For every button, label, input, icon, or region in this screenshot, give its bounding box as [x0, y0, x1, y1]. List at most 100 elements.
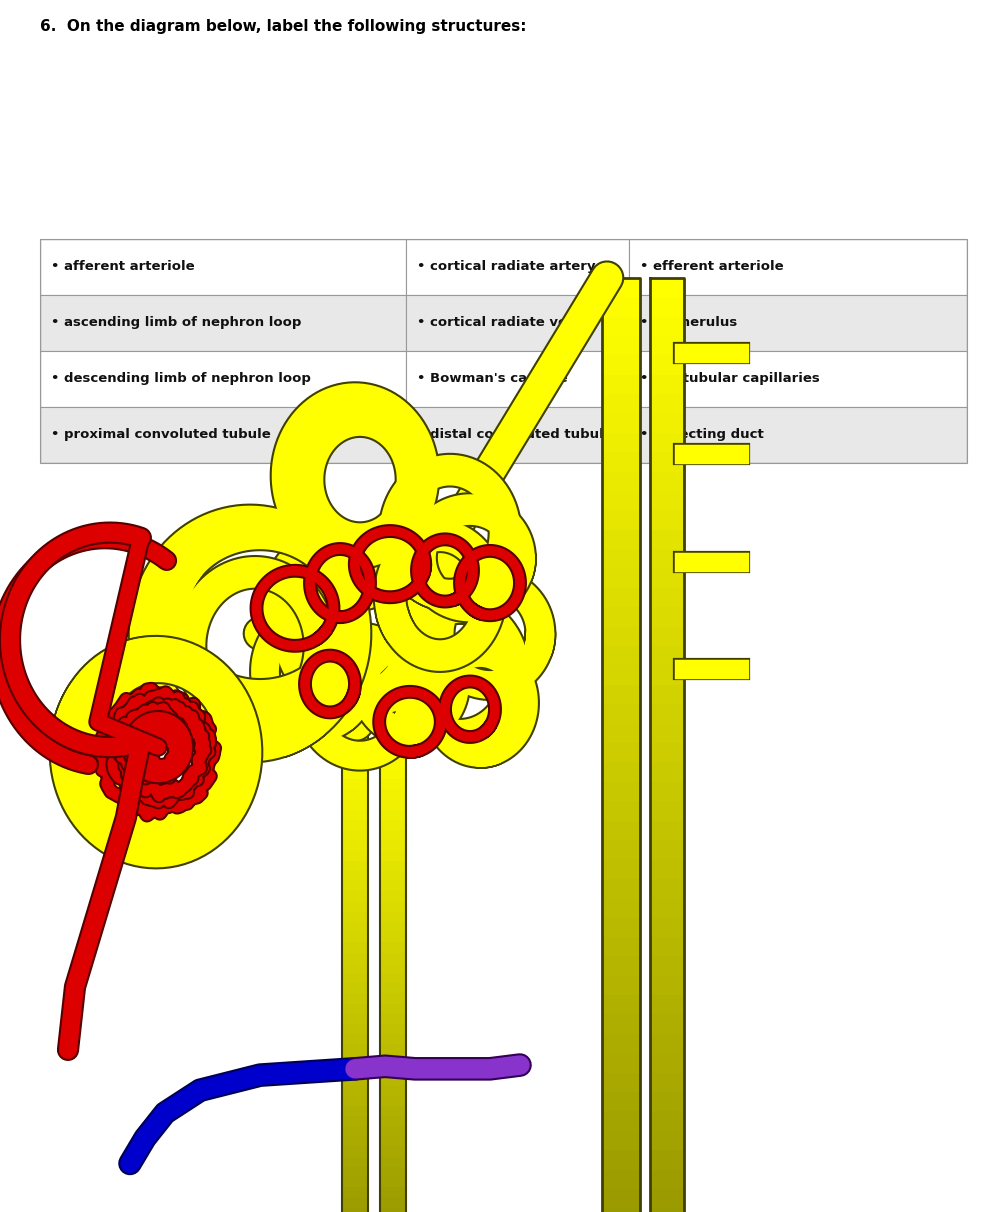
Bar [650, 607, 684, 627]
Bar [650, 1189, 684, 1208]
Bar [650, 1131, 684, 1150]
Bar [380, 830, 406, 840]
Bar [602, 394, 640, 413]
Bar [380, 1054, 406, 1064]
Bar [342, 1167, 368, 1177]
Bar [380, 840, 406, 851]
Bar [380, 911, 406, 922]
Bar [602, 530, 640, 549]
Bar [650, 801, 684, 821]
Text: 6.  On the diagram below, label the following structures:: 6. On the diagram below, label the follo… [40, 19, 526, 34]
Text: • ascending limb of nephron loop: • ascending limb of nephron loop [51, 316, 302, 330]
Bar [342, 891, 368, 902]
Bar [406, 407, 629, 463]
Bar [629, 350, 967, 407]
Bar [602, 1014, 640, 1034]
Bar [602, 1111, 640, 1131]
Bar [602, 491, 640, 510]
Bar [380, 1045, 406, 1054]
Bar [602, 1150, 640, 1170]
Bar [602, 1170, 640, 1189]
Bar [650, 879, 684, 898]
Bar [629, 407, 967, 463]
Bar [602, 917, 640, 937]
Bar [380, 821, 406, 830]
Text: • collecting duct: • collecting duct [640, 429, 764, 441]
Bar [650, 782, 684, 801]
Bar [602, 549, 640, 568]
Bar [602, 704, 640, 724]
Bar [342, 1096, 368, 1105]
Bar [380, 1004, 406, 1013]
Text: • cortical radiate artery: • cortical radiate artery [418, 261, 595, 273]
Bar [629, 295, 967, 350]
Bar [650, 1092, 684, 1111]
Bar [650, 433, 684, 452]
Bar [380, 902, 406, 911]
Bar [342, 800, 368, 810]
Bar [650, 1034, 684, 1053]
Bar [40, 407, 406, 463]
Bar [380, 861, 406, 871]
Bar [342, 1156, 368, 1167]
Bar [342, 1034, 368, 1045]
Bar [650, 627, 684, 646]
Bar [602, 471, 640, 491]
Bar [342, 1045, 368, 1054]
Bar [380, 759, 406, 768]
Bar [380, 800, 406, 810]
Bar [602, 995, 640, 1014]
Bar [342, 881, 368, 891]
Bar [602, 278, 640, 297]
Bar [602, 627, 640, 646]
Bar [380, 953, 406, 962]
Text: • efferent arteriole: • efferent arteriole [640, 261, 784, 273]
Bar [650, 491, 684, 510]
Bar [602, 801, 640, 821]
Bar [342, 943, 368, 953]
Bar [380, 983, 406, 994]
Bar [650, 976, 684, 995]
Bar [602, 859, 640, 879]
Bar [380, 922, 406, 932]
Bar [602, 665, 640, 685]
Bar [602, 1073, 640, 1092]
Bar [650, 704, 684, 724]
Bar [650, 336, 684, 355]
Bar [342, 911, 368, 922]
Bar [380, 768, 406, 779]
Bar [650, 743, 684, 762]
Bar [342, 851, 368, 861]
Bar [650, 471, 684, 491]
Bar [650, 665, 684, 685]
Text: • proximal convoluted tubule: • proximal convoluted tubule [51, 429, 271, 441]
Bar [602, 375, 640, 394]
Bar [602, 685, 640, 704]
Bar [342, 1064, 368, 1075]
Bar [40, 239, 406, 295]
Bar [342, 1197, 368, 1207]
Bar [342, 994, 368, 1004]
Bar [602, 956, 640, 976]
Bar [342, 810, 368, 821]
Bar [629, 239, 967, 295]
Bar [342, 871, 368, 881]
Bar [380, 943, 406, 953]
Bar [342, 1177, 368, 1187]
Bar [602, 1189, 640, 1208]
Bar [380, 810, 406, 821]
Bar [380, 1136, 406, 1147]
Text: • descending limb of nephron loop: • descending limb of nephron loop [51, 372, 310, 385]
Bar [650, 355, 684, 375]
Bar [650, 956, 684, 976]
Bar [650, 1014, 684, 1034]
Bar [602, 821, 640, 840]
Bar [650, 1208, 684, 1212]
Bar [380, 851, 406, 861]
Bar [602, 762, 640, 782]
Bar [650, 568, 684, 588]
Bar [342, 932, 368, 943]
Bar [342, 779, 368, 789]
Bar [602, 743, 640, 762]
Bar [342, 962, 368, 973]
